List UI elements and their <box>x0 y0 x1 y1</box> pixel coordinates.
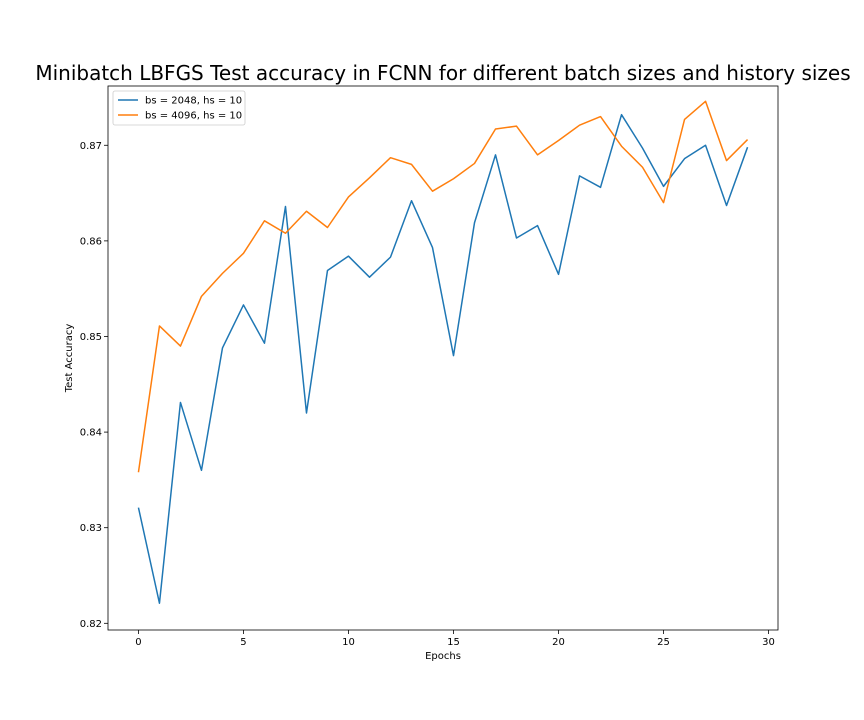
chart-title: Minibatch LBFGS Test accuracy in FCNN fo… <box>35 61 850 85</box>
x-tick-label: 25 <box>657 637 670 648</box>
legend: bs = 2048, hs = 10 bs = 4096, hs = 10 <box>112 90 246 126</box>
series-line-2 <box>137 100 749 473</box>
x-tick-label: 15 <box>447 637 460 648</box>
legend-label-1: bs = 2048, hs = 10 <box>145 96 242 107</box>
series-line-1 <box>137 113 749 604</box>
x-axis-label: Epochs <box>425 651 461 662</box>
x-tick-label: 5 <box>240 637 246 648</box>
x-tick-label: 20 <box>552 637 565 648</box>
y-tick-label: 0.85 <box>80 332 102 343</box>
y-tick-label: 0.84 <box>80 428 102 439</box>
x-tick-label: 10 <box>342 637 355 648</box>
y-tick-label: 0.86 <box>80 236 102 247</box>
y-tick-label: 0.82 <box>80 619 102 630</box>
plot-area: 0 5 10 15 20 25 30 0.82 0.83 0.84 0.85 0.86 0.87 <box>80 85 779 648</box>
y-tick-label: 0.87 <box>80 141 102 152</box>
y-tick-label: 0.83 <box>80 523 102 534</box>
legend-box <box>112 90 246 126</box>
x-tick-label: 30 <box>762 637 775 648</box>
y-axis-label: Test Accuracy <box>64 324 75 394</box>
x-tick-label: 0 <box>135 637 141 648</box>
plot-frame <box>107 85 779 631</box>
legend-label-2: bs = 4096, hs = 10 <box>145 111 242 122</box>
